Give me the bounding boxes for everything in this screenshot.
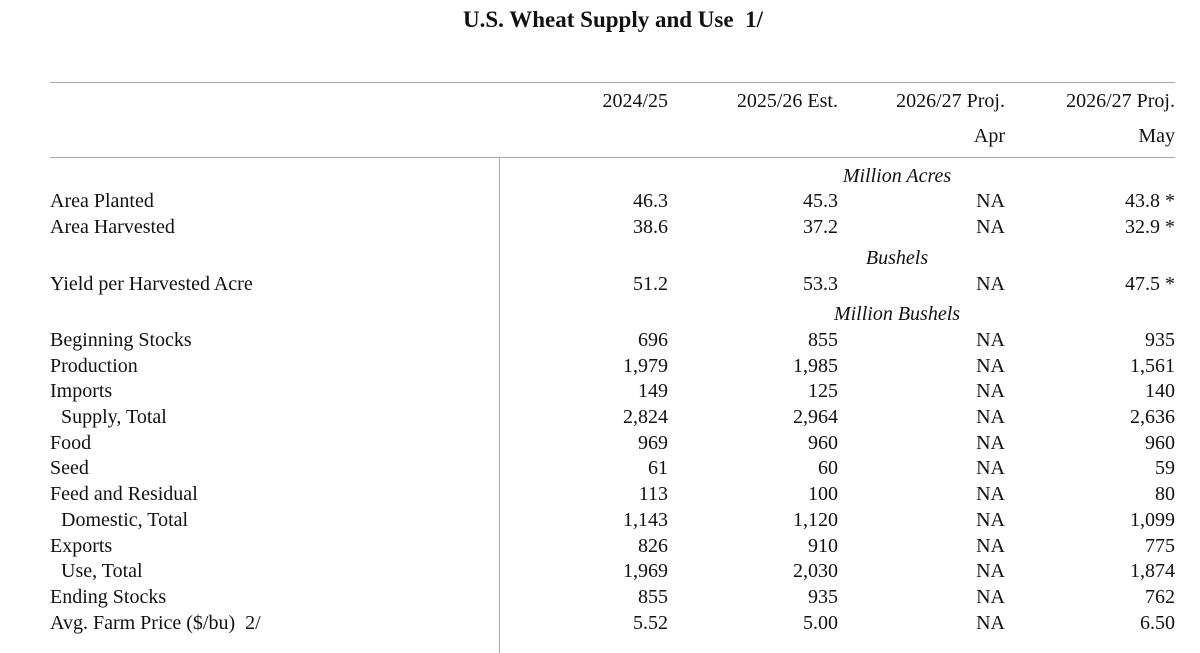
cell-value: 696: [638, 329, 668, 351]
cell-value: 53.3: [803, 273, 838, 295]
column-header: 2025/26 Est.: [736, 90, 838, 112]
cell-value: 38.6: [633, 216, 668, 238]
cell-value: 855: [638, 586, 668, 608]
cell-value: 1,143: [623, 509, 668, 531]
cell-value: NA: [976, 380, 1005, 402]
cell-value: 140: [1145, 380, 1175, 402]
cell-value: 2,636: [1130, 406, 1175, 428]
column-divider: [499, 157, 500, 653]
column-header: 2024/25: [602, 90, 668, 112]
cell-value: 935: [808, 586, 838, 608]
row-label: Imports: [50, 380, 113, 402]
cell-value: 32.9 *: [1125, 216, 1175, 238]
cell-value: NA: [976, 190, 1005, 212]
cell-value: 960: [1145, 432, 1175, 454]
cell-value: 47.5 *: [1125, 273, 1175, 295]
cell-value: 1,120: [793, 509, 838, 531]
cell-value: 6.50: [1140, 612, 1175, 634]
cell-value: NA: [976, 483, 1005, 505]
cell-value: 46.3: [633, 190, 668, 212]
row-label: Seed: [50, 457, 89, 479]
cell-value: 5.52: [633, 612, 668, 634]
cell-value: NA: [976, 355, 1005, 377]
cell-value: 762: [1145, 586, 1175, 608]
cell-value: NA: [976, 216, 1005, 238]
row-label: Area Harvested: [50, 216, 175, 238]
cell-value: 61: [648, 457, 668, 479]
row-label: Feed and Residual: [50, 483, 198, 505]
cell-value: 60: [818, 457, 838, 479]
cell-value: NA: [976, 560, 1005, 582]
cell-value: NA: [976, 406, 1005, 428]
cell-value: 113: [638, 483, 668, 505]
unit-label: Million Acres: [842, 165, 952, 187]
cell-value: 935: [1145, 329, 1175, 351]
unit-label: Bushels: [865, 247, 929, 269]
cell-value: 1,979: [623, 355, 668, 377]
top-rule: [50, 82, 1175, 83]
cell-value: NA: [976, 509, 1005, 531]
cell-value: 1,099: [1130, 509, 1175, 531]
cell-value: 910: [808, 535, 838, 557]
cell-value: NA: [976, 329, 1005, 351]
cell-value: 45.3: [803, 190, 838, 212]
row-label: Use, Total: [61, 560, 143, 582]
column-subheader: May: [1138, 125, 1175, 147]
cell-value: 2,964: [793, 406, 838, 428]
row-label: Supply, Total: [61, 406, 167, 428]
cell-value: 1,874: [1130, 560, 1175, 582]
cell-value: NA: [976, 586, 1005, 608]
row-label: Avg. Farm Price ($/bu) 2/: [50, 612, 261, 634]
cell-value: 51.2: [633, 273, 668, 295]
header-rule: [50, 157, 1175, 158]
cell-value: 59: [1155, 457, 1175, 479]
row-label: Production: [50, 355, 138, 377]
cell-value: NA: [976, 273, 1005, 295]
cell-value: 43.8 *: [1125, 190, 1175, 212]
row-label: Ending Stocks: [50, 586, 167, 608]
cell-value: NA: [976, 612, 1005, 634]
row-label: Area Planted: [50, 190, 154, 212]
cell-value: 125: [808, 380, 838, 402]
cell-value: 1,561: [1130, 355, 1175, 377]
row-label: Yield per Harvested Acre: [50, 273, 253, 295]
cell-value: 775: [1145, 535, 1175, 557]
cell-value: 37.2: [803, 216, 838, 238]
cell-value: 855: [808, 329, 838, 351]
cell-value: 5.00: [803, 612, 838, 634]
cell-value: 100: [808, 483, 838, 505]
cell-value: 2,030: [793, 560, 838, 582]
cell-value: 826: [638, 535, 668, 557]
cell-value: 80: [1155, 483, 1175, 505]
cell-value: 960: [808, 432, 838, 454]
cell-value: NA: [976, 432, 1005, 454]
cell-value: 1,969: [623, 560, 668, 582]
cell-value: 2,824: [623, 406, 668, 428]
cell-value: NA: [976, 535, 1005, 557]
row-label: Domestic, Total: [61, 509, 189, 531]
column-header: 2026/27 Proj.: [1066, 90, 1175, 112]
row-label: Beginning Stocks: [50, 329, 192, 351]
row-label: Exports: [50, 535, 113, 557]
cell-value: 149: [638, 380, 668, 402]
row-label: Food: [50, 432, 92, 454]
cell-value: NA: [976, 457, 1005, 479]
column-header: 2026/27 Proj.: [896, 90, 1005, 112]
title: U.S. Wheat Supply and Use 1/: [463, 7, 763, 32]
column-subheader: Apr: [973, 125, 1005, 147]
cell-value: 1,985: [793, 355, 838, 377]
unit-label: Million Bushels: [833, 303, 961, 325]
cell-value: 969: [638, 432, 668, 454]
